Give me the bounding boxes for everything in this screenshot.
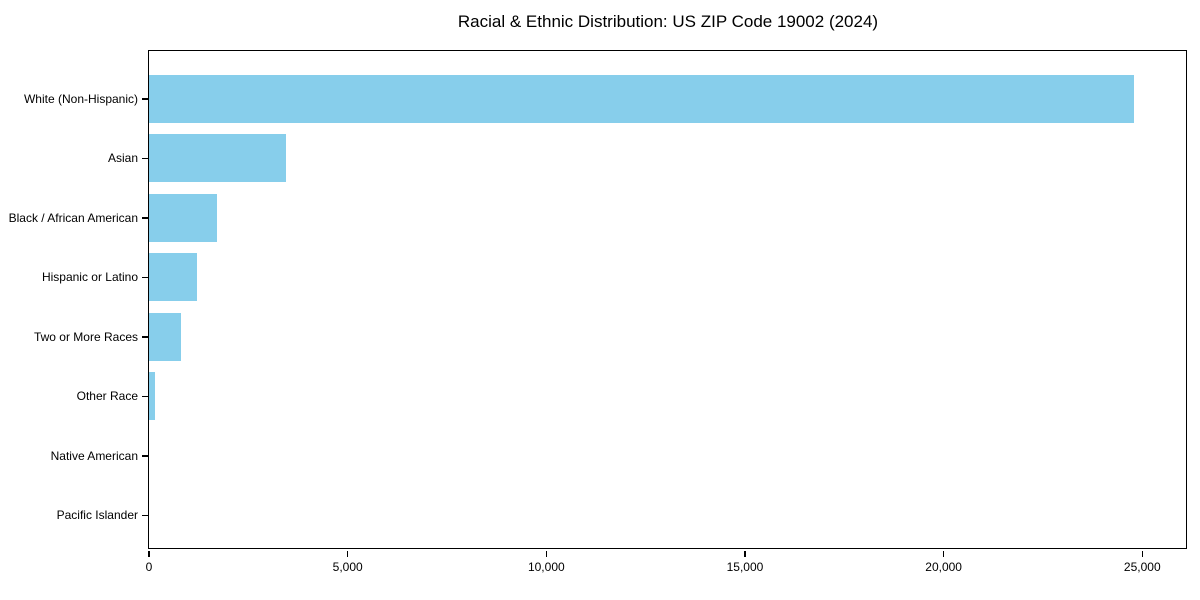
- y-axis-tick: [142, 514, 148, 516]
- bar-black-african-american: [149, 193, 217, 242]
- y-tick-label: Hispanic or Latino: [41, 270, 138, 285]
- x-axis-tick: [942, 551, 945, 557]
- bar-asian: [149, 134, 287, 183]
- y-axis-tick: [142, 395, 148, 397]
- y-axis-tick: [142, 217, 148, 219]
- x-tick-label: 25,000: [1123, 560, 1161, 574]
- x-axis-tick: [148, 551, 150, 557]
- y-tick-label: Two or More Races: [33, 329, 138, 344]
- x-axis-tick: [744, 551, 746, 557]
- bar-two-or-more-races: [149, 312, 181, 361]
- y-tick-label: Black / African American: [8, 210, 138, 225]
- x-axis-tick: [545, 551, 548, 557]
- y-axis-tick: [142, 276, 148, 278]
- bar-other-race: [149, 372, 155, 421]
- x-tick-label: 20,000: [925, 560, 962, 574]
- y-tick-label: Other Race: [76, 389, 138, 404]
- x-tick-label: 0: [145, 560, 153, 574]
- x-tick-label: 15,000: [726, 560, 764, 574]
- chart-title: Racial & Ethnic Distribution: US ZIP Cod…: [457, 12, 879, 31]
- y-tick-label: Native American: [50, 448, 138, 463]
- y-axis-tick: [142, 455, 148, 457]
- x-tick-label: 10,000: [527, 560, 565, 574]
- x-axis-tick: [1141, 551, 1144, 557]
- x-axis-tick: [346, 551, 349, 557]
- bar-hispanic-or-latino: [149, 253, 197, 302]
- y-axis-tick: [142, 98, 148, 100]
- x-tick-label: 5,000: [332, 560, 363, 574]
- y-tick-label: Pacific Islander: [56, 508, 138, 523]
- y-axis-tick: [142, 157, 148, 159]
- y-tick-label: White (Non-Hispanic): [23, 91, 138, 106]
- bar-white-non-hispanic: [149, 74, 1135, 123]
- plot-area: [148, 50, 1187, 549]
- y-tick-label: Asian: [107, 151, 138, 166]
- y-axis-tick: [142, 336, 148, 338]
